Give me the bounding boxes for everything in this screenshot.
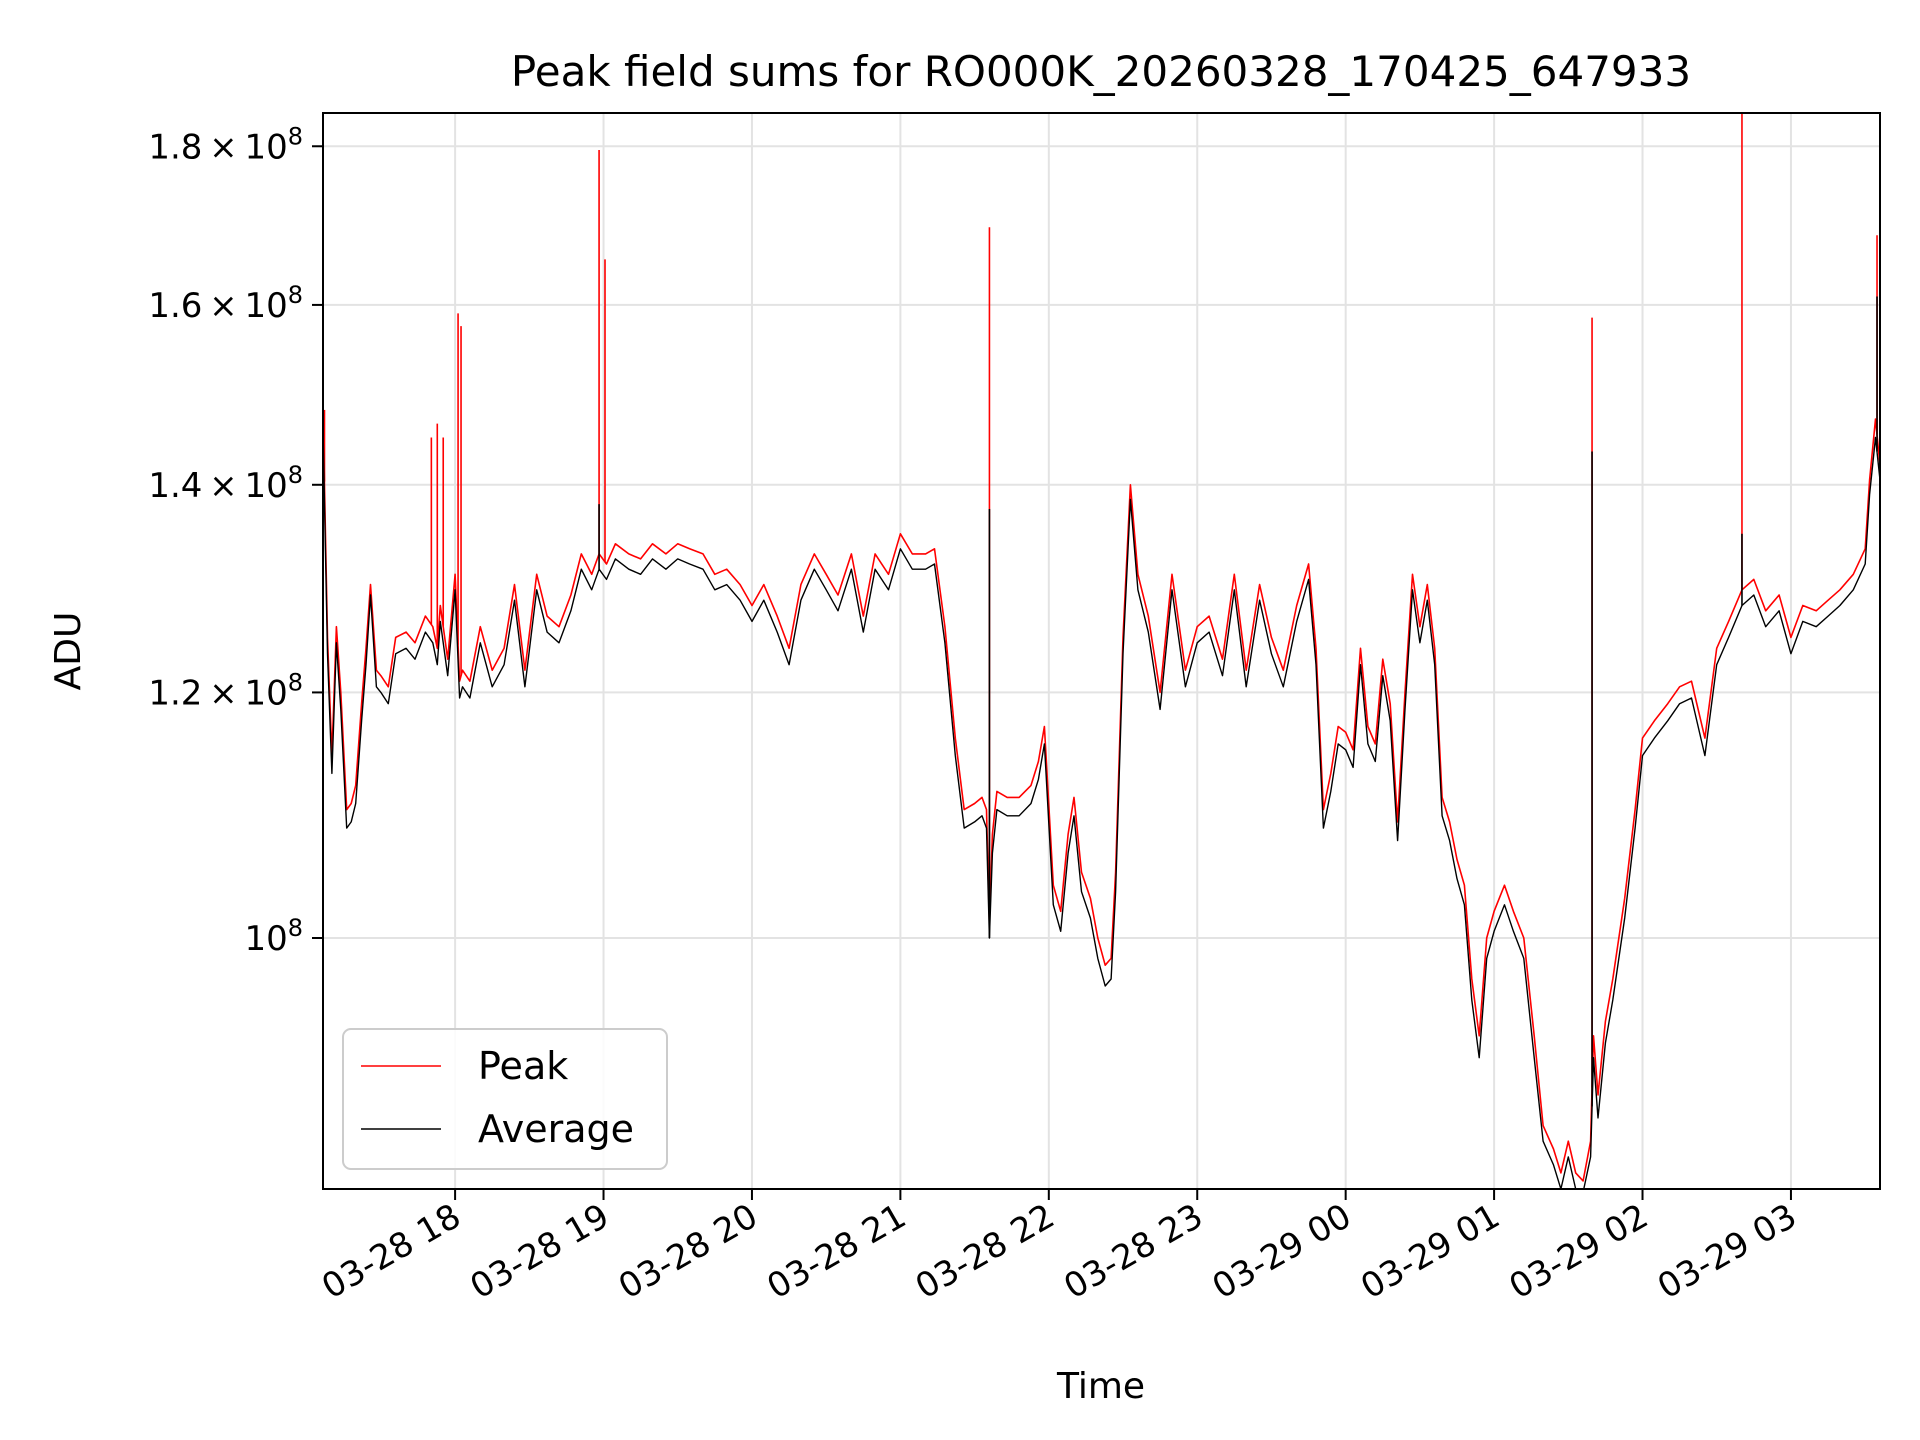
plot-area [323, 113, 1880, 1189]
chart-title: Peak field sums for RO000K_20260328_1704… [511, 47, 1691, 96]
y-tick-label: 108 [244, 914, 303, 959]
x-gridlines [454, 113, 1792, 1189]
legend: Peak Average [342, 1028, 668, 1170]
series-average [323, 296, 1880, 1189]
plot-frame [322, 112, 1881, 1190]
y-tick-label: 1.8 × 108 [148, 122, 303, 167]
y-tick-label: 1.4 × 108 [148, 461, 303, 506]
legend-box [342, 1028, 668, 1170]
legend-label-peak: Peak [478, 1044, 568, 1088]
series-line-average [323, 428, 1880, 1189]
y-tick-label: 1.2 × 108 [148, 668, 303, 713]
y-axis-title: ADU [48, 612, 89, 691]
y-axis: 1.8 × 108 1.6 × 108 1.4 × 108 1.2 × 108 108 [148, 122, 323, 959]
y-gridlines [323, 145, 1880, 940]
series-layer [323, 113, 1880, 1189]
series-line-peak [323, 409, 1880, 1182]
y-tick-label: 1.6 × 108 [148, 281, 303, 326]
legend-label-average: Average [478, 1107, 634, 1151]
x-axis-title: Time [1056, 1366, 1145, 1407]
